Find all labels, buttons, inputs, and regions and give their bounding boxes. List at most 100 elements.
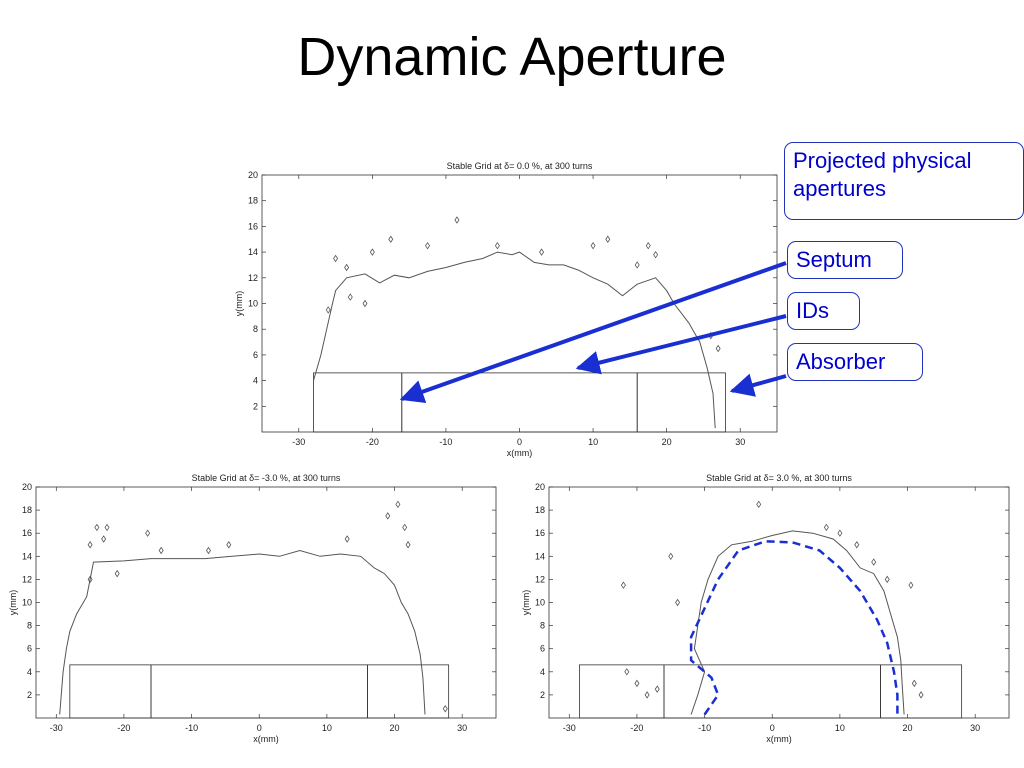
y-tick-label: 14 bbox=[22, 551, 32, 561]
dynamic-aperture-fit-line bbox=[689, 540, 899, 716]
stable-point bbox=[454, 216, 460, 224]
y-tick-label: 8 bbox=[27, 621, 32, 631]
chart-title: Stable Grid at δ= -3.0 %, at 300 turns bbox=[192, 473, 341, 483]
annotation-arrows bbox=[399, 261, 787, 404]
y-tick-label: 18 bbox=[248, 196, 258, 206]
stable-point bbox=[87, 541, 93, 549]
x-tick-label: -10 bbox=[698, 723, 711, 733]
absorber-arrow bbox=[729, 373, 787, 397]
y-axis-label: y(mm) bbox=[521, 590, 531, 616]
x-tick-label: -20 bbox=[117, 723, 130, 733]
stable-point bbox=[756, 500, 762, 509]
x-tick-label: 10 bbox=[835, 723, 845, 733]
stable-point bbox=[837, 529, 843, 537]
y-tick-label: 2 bbox=[540, 690, 545, 700]
x-tick-label: 0 bbox=[770, 723, 775, 733]
stable-point bbox=[385, 512, 391, 520]
x-tick-label: 0 bbox=[517, 437, 522, 447]
stable-point bbox=[388, 235, 394, 243]
y-tick-label: 14 bbox=[535, 551, 545, 561]
stable-point bbox=[539, 248, 545, 256]
y-tick-label: 14 bbox=[248, 247, 258, 257]
stable-point bbox=[823, 523, 829, 532]
stable-point bbox=[402, 523, 408, 532]
septum-callout: Septum bbox=[787, 241, 903, 279]
x-tick-label: 30 bbox=[457, 723, 467, 733]
physical-aperture-box bbox=[367, 664, 450, 719]
y-tick-label: 8 bbox=[540, 621, 545, 631]
y-tick-label: 2 bbox=[253, 401, 258, 411]
stable-boundary-line bbox=[690, 530, 905, 715]
stable-point bbox=[158, 546, 164, 555]
stable-point bbox=[206, 546, 211, 555]
physical-aperture-box bbox=[69, 664, 152, 719]
x-tick-label: -10 bbox=[185, 723, 198, 733]
x-tick-label: -10 bbox=[439, 437, 452, 447]
y-tick-label: 6 bbox=[27, 644, 32, 654]
y-tick-label: 16 bbox=[248, 221, 258, 231]
ids-callout: IDs bbox=[787, 292, 860, 330]
y-tick-label: 20 bbox=[535, 482, 545, 492]
physical-aperture-box bbox=[636, 372, 726, 433]
y-axis-label: y(mm) bbox=[8, 590, 18, 616]
y-tick-label: 4 bbox=[27, 667, 32, 677]
x-tick-label: -20 bbox=[366, 437, 379, 447]
plot-frame bbox=[261, 174, 778, 433]
y-tick-label: 20 bbox=[248, 170, 258, 180]
septum-arrow bbox=[399, 261, 787, 404]
stable-point bbox=[871, 558, 877, 566]
stable-point bbox=[344, 263, 350, 272]
stable-point bbox=[425, 241, 431, 250]
stable-point bbox=[494, 241, 500, 250]
stable-point bbox=[362, 299, 368, 308]
y-tick-label: 12 bbox=[535, 574, 545, 584]
stable-point bbox=[333, 254, 339, 263]
stable-point bbox=[653, 250, 659, 259]
stable-point bbox=[325, 306, 331, 314]
x-tick-label: -20 bbox=[630, 723, 643, 733]
plot-frame bbox=[548, 486, 1010, 719]
stable-point bbox=[94, 523, 100, 532]
stable-boundary-line bbox=[313, 251, 716, 429]
chart-title: Stable Grid at δ= 0.0 %, at 300 turns bbox=[447, 161, 593, 171]
ids-label: IDs bbox=[796, 298, 829, 323]
stable-point bbox=[442, 705, 448, 713]
x-axis-label: x(mm) bbox=[253, 734, 279, 744]
stable-point bbox=[369, 248, 375, 256]
x-tick-label: 20 bbox=[903, 723, 913, 733]
projected-apertures-label: Projected physical apertures bbox=[793, 148, 972, 201]
x-tick-label: -30 bbox=[563, 723, 576, 733]
y-tick-label: 2 bbox=[27, 690, 32, 700]
stable-point bbox=[405, 541, 411, 549]
stable-point bbox=[87, 575, 93, 584]
stable-point bbox=[675, 598, 681, 607]
x-tick-label: 10 bbox=[322, 723, 332, 733]
y-tick-label: 4 bbox=[253, 376, 258, 386]
y-tick-label: 12 bbox=[248, 273, 258, 283]
plot-frame bbox=[35, 486, 497, 719]
x-axis-label: x(mm) bbox=[766, 734, 792, 744]
stable-point bbox=[226, 541, 232, 549]
stable-point bbox=[918, 691, 924, 699]
x-tick-label: 0 bbox=[257, 723, 262, 733]
y-tick-label: 8 bbox=[253, 324, 258, 334]
y-tick-label: 20 bbox=[22, 482, 32, 492]
x-tick-label: -30 bbox=[292, 437, 305, 447]
stable-point bbox=[347, 293, 353, 301]
y-tick-label: 4 bbox=[540, 667, 545, 677]
x-tick-label: -30 bbox=[50, 723, 63, 733]
y-tick-label: 16 bbox=[535, 528, 545, 538]
x-tick-label: 30 bbox=[735, 437, 745, 447]
x-tick-label: 10 bbox=[588, 437, 598, 447]
stable-point bbox=[645, 241, 651, 250]
stable-point bbox=[620, 581, 626, 589]
stable-point bbox=[644, 691, 650, 699]
stable-point bbox=[854, 541, 860, 549]
slide-title: Dynamic Aperture bbox=[297, 27, 727, 87]
x-axis-label: x(mm) bbox=[507, 448, 533, 458]
physical-aperture-box bbox=[313, 372, 403, 433]
stable-point bbox=[654, 685, 660, 693]
physical-aperture-box bbox=[150, 664, 368, 719]
y-tick-label: 10 bbox=[248, 299, 258, 309]
y-tick-label: 10 bbox=[22, 598, 32, 608]
